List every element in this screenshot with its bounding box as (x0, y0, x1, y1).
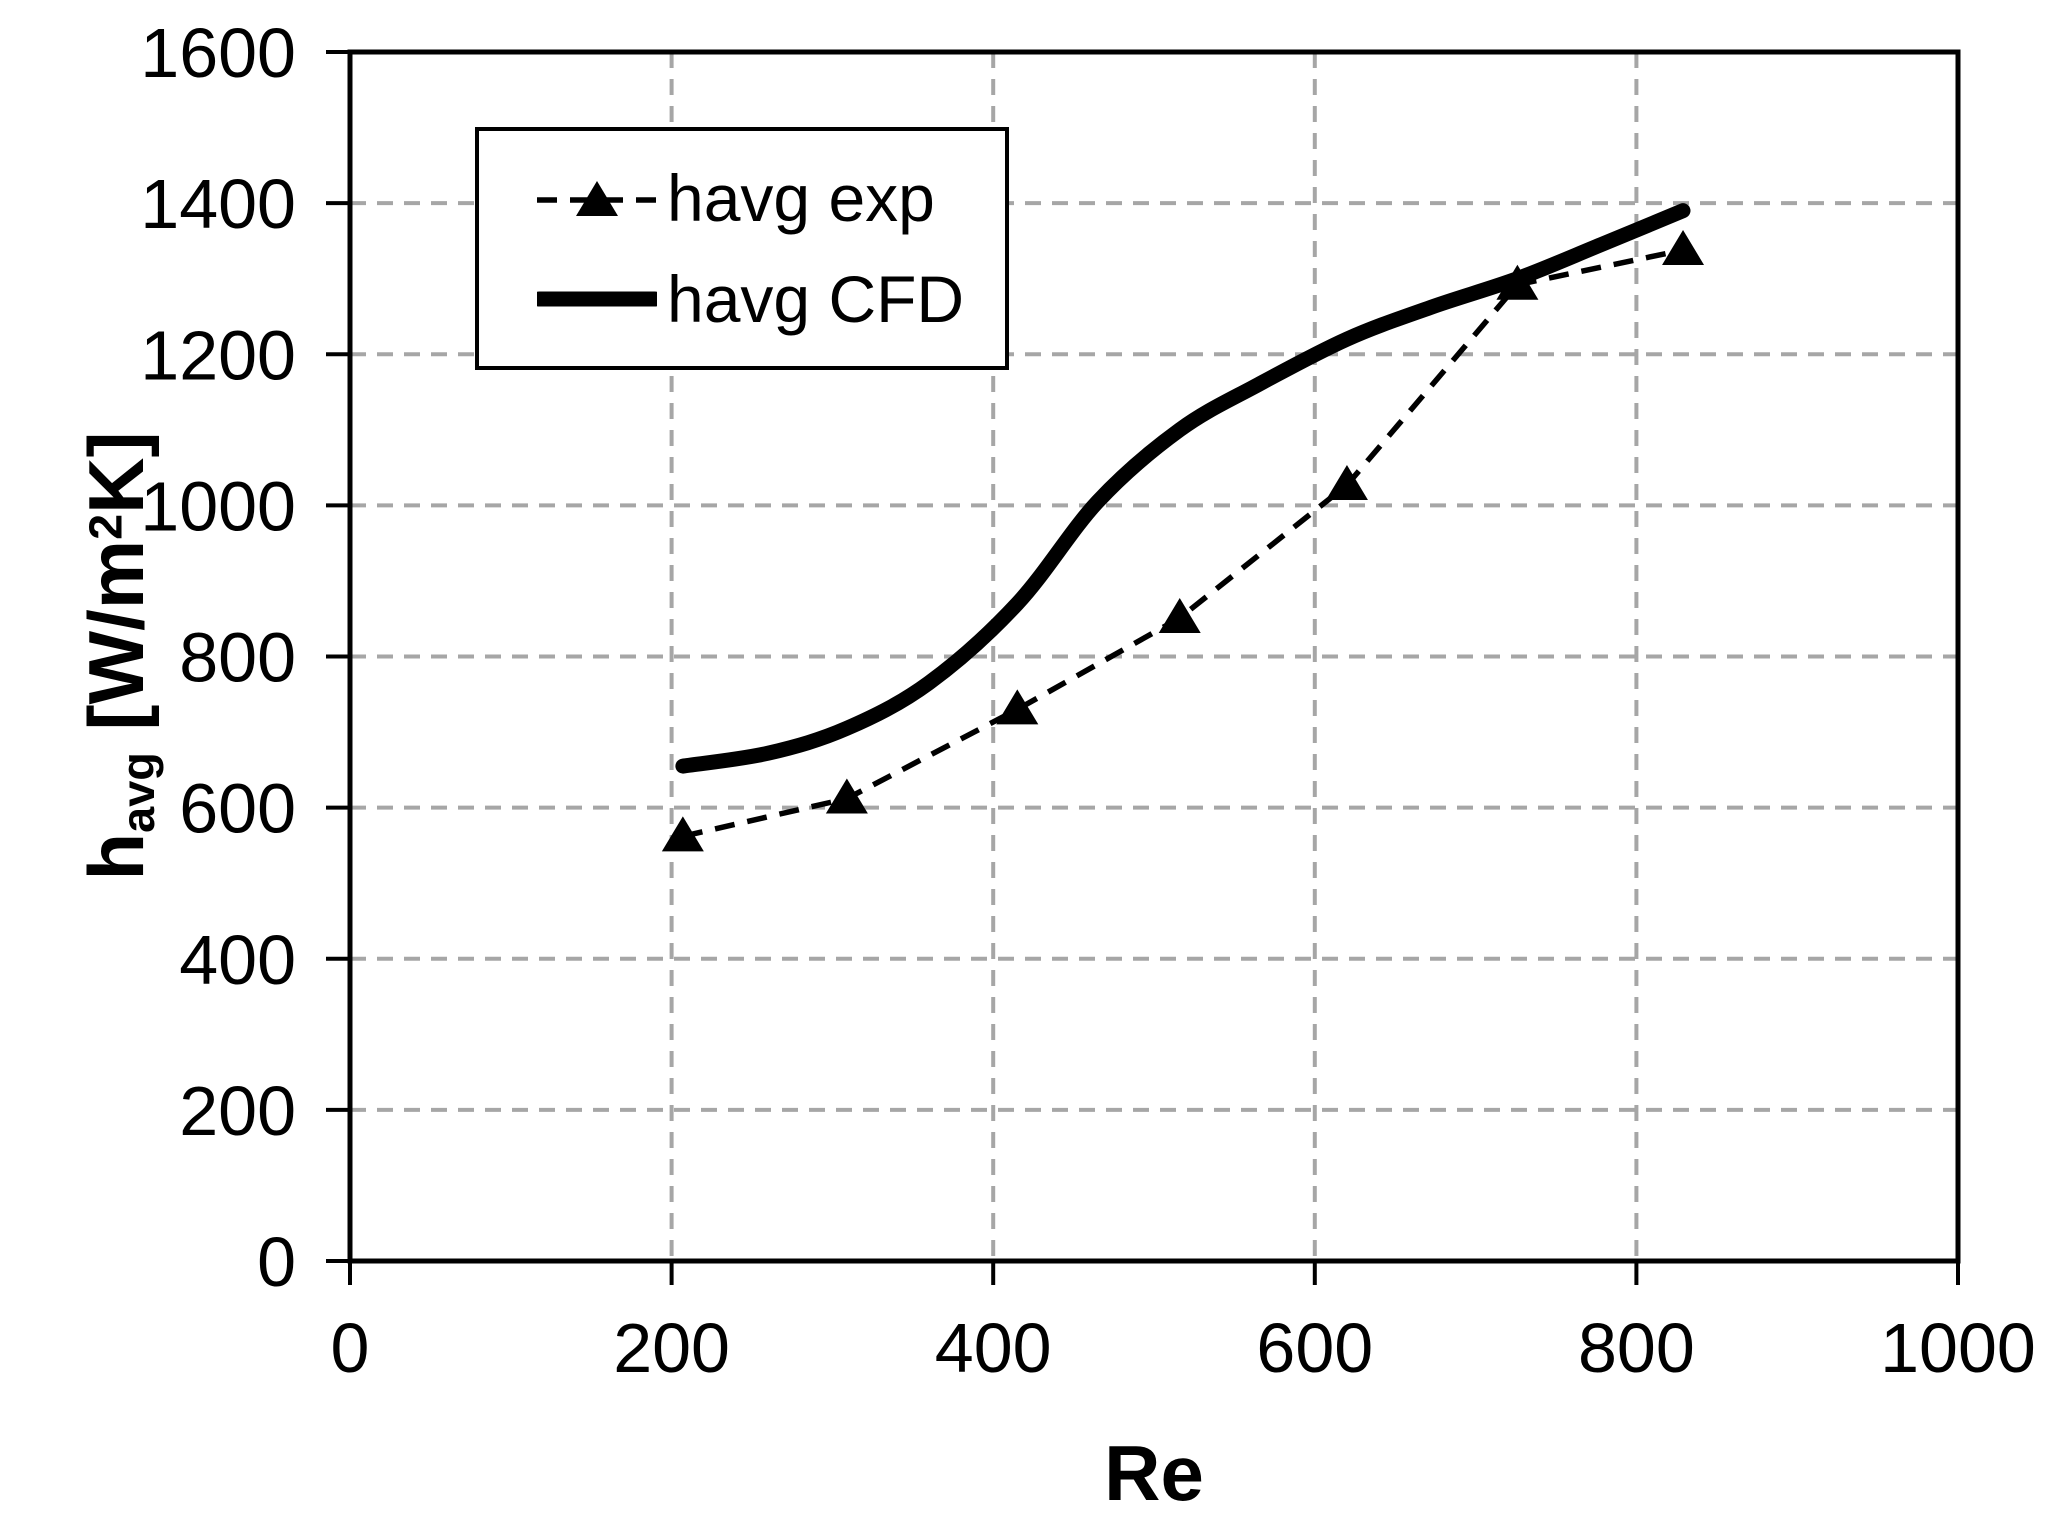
x-tick-label: 600 (1256, 1309, 1373, 1387)
cfd-solid-line-sample-icon (537, 291, 657, 307)
exp-triangle-marker (996, 689, 1039, 725)
y-axis-title-symbol: h (72, 832, 161, 881)
legend-item-cfd: havg CFD (479, 266, 1005, 332)
y-tick-label: 1400 (140, 165, 296, 243)
y-tick-label: 1600 (140, 14, 296, 92)
exp-triangle-marker (825, 778, 868, 814)
x-axis-title: Re (1104, 1429, 1204, 1517)
legend: havg exp havg CFD (475, 127, 1009, 370)
exp-triangle-marker (661, 816, 704, 852)
y-axis-title-unit-open: [W/m (72, 539, 161, 753)
exp-triangle-marker (1496, 264, 1539, 300)
y-tick-label: 1000 (140, 467, 296, 545)
legend-label-cfd: havg CFD (667, 261, 965, 336)
exp-triangle-marker (1325, 464, 1368, 500)
y-tick-label: 400 (179, 921, 296, 999)
y-tick-label: 800 (179, 619, 296, 697)
exp-triangle-marker (1662, 229, 1705, 265)
x-tick-label: 800 (1578, 1309, 1695, 1387)
legend-item-exp: havg exp (479, 165, 1005, 231)
y-tick-label: 1200 (140, 316, 296, 394)
exp-dashed-triangle-sample-icon (537, 181, 657, 217)
y-tick-label: 200 (179, 1072, 296, 1150)
y-axis-title: havg [W/m2K] (71, 432, 165, 881)
y-tick-label: 0 (257, 1223, 296, 1301)
legend-label-exp: havg exp (667, 161, 935, 236)
y-tick-label: 600 (179, 770, 296, 848)
y-axis-title-unit-close: K] (72, 431, 161, 514)
exp-triangle-marker (1158, 597, 1201, 633)
y-axis-title-superscript: 2 (79, 513, 132, 540)
x-tick-label: 0 (331, 1309, 370, 1387)
y-axis-title-subscript: avg (111, 752, 164, 833)
x-tick-label: 400 (935, 1309, 1052, 1387)
x-tick-label: 200 (613, 1309, 730, 1387)
x-tick-label: 1000 (1880, 1309, 2036, 1387)
